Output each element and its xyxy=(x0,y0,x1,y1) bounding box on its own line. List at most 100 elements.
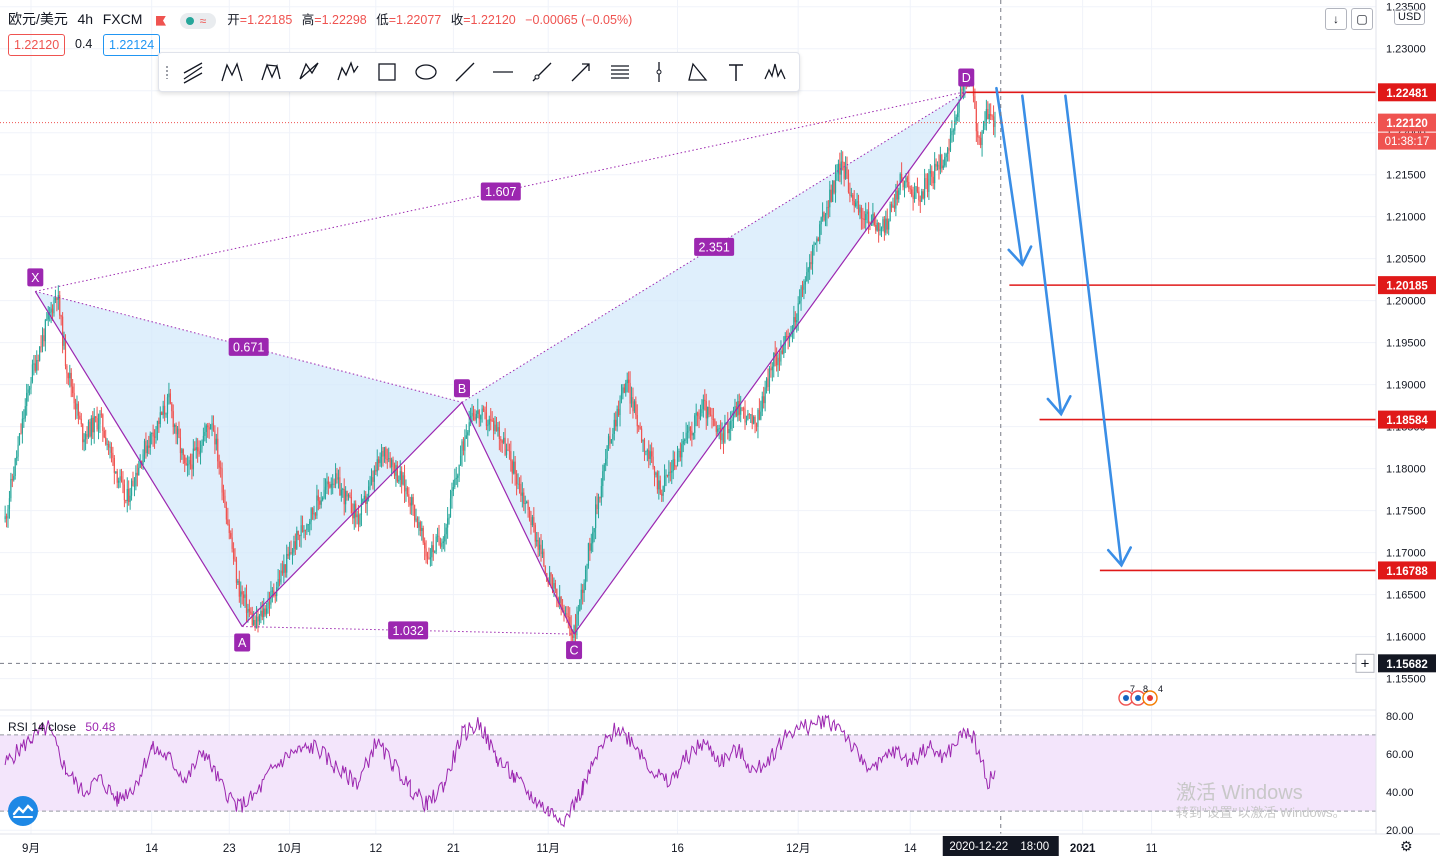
candle-body xyxy=(547,581,549,585)
price-tag-text: 1.16788 xyxy=(1386,566,1428,578)
currency-label[interactable]: USD xyxy=(1394,9,1426,25)
candle-body xyxy=(273,590,275,595)
candle-body xyxy=(790,334,792,336)
ask-price-box[interactable]: 1.22124 xyxy=(103,34,161,56)
high-label: 高 xyxy=(301,13,315,27)
candle-body xyxy=(572,635,574,638)
candle-body xyxy=(903,182,906,188)
toolbar-grip-icon[interactable] xyxy=(165,65,169,79)
candle-body xyxy=(655,472,657,475)
elliott-wave-icon xyxy=(337,61,359,81)
candle-body xyxy=(408,494,410,503)
candle-body xyxy=(37,360,39,361)
price-tag-bg xyxy=(1378,561,1436,580)
candle-body xyxy=(435,536,437,552)
elliott-wave-tool-button[interactable] xyxy=(332,56,364,88)
projection-arrow xyxy=(1064,94,1132,568)
parallel-channel-tool-button[interactable] xyxy=(604,56,636,88)
candle-body xyxy=(493,420,495,431)
candle-body xyxy=(340,489,342,496)
xabcd-pattern-tool-button[interactable] xyxy=(216,56,248,88)
candle-body xyxy=(911,189,913,196)
candle-body xyxy=(720,428,722,441)
candle-body xyxy=(849,192,851,196)
candle-body xyxy=(165,413,167,415)
flag-icon[interactable] xyxy=(156,15,167,26)
add-alert-button[interactable]: + xyxy=(1355,653,1375,673)
candle-body xyxy=(534,525,536,542)
ratio-label-text: 0.671 xyxy=(233,340,264,354)
screenshot-button[interactable]: ▢ xyxy=(1351,8,1373,30)
candle-body xyxy=(804,281,806,285)
countdown-text: 01:38:17 xyxy=(1385,136,1430,148)
interval-label[interactable]: 4h xyxy=(77,11,94,27)
exchange-label: FXCM xyxy=(102,11,143,27)
candle-body xyxy=(77,403,80,416)
candle-body xyxy=(195,447,197,450)
price-axis-label: 1.23000 xyxy=(1386,44,1426,56)
candle-body xyxy=(951,131,953,136)
tradingview-logo-icon[interactable] xyxy=(8,796,38,826)
candle-body xyxy=(675,466,677,468)
candle-body xyxy=(370,477,373,483)
ellipse-tool-button[interactable] xyxy=(410,56,442,88)
candle-body xyxy=(579,599,581,612)
horizontal-line-tool-button[interactable] xyxy=(487,56,519,88)
rsi-axis-label: 20.00 xyxy=(1386,825,1414,837)
candle-body xyxy=(885,218,887,233)
abcd-pattern-tool-button[interactable] xyxy=(293,56,325,88)
candle-body xyxy=(164,405,166,415)
candle-body xyxy=(115,471,117,473)
bid-price-box[interactable]: 1.22120 xyxy=(8,34,66,56)
candle-body xyxy=(616,408,618,427)
ray-icon xyxy=(532,62,552,82)
candle-body xyxy=(880,227,883,230)
trend-line-tool-button[interactable] xyxy=(449,56,481,88)
candle-body xyxy=(645,451,647,452)
candle-body xyxy=(550,572,552,577)
economic-events[interactable]: 7 8 4 xyxy=(1116,684,1168,708)
candle-body xyxy=(110,446,113,453)
cypher-pattern-tool-button[interactable] xyxy=(255,56,287,88)
point-label-text: D xyxy=(962,71,971,85)
candle-body xyxy=(342,489,344,490)
candle-body xyxy=(439,541,442,547)
crosshair-date-text: 2020-12-22 xyxy=(949,841,1008,853)
candle-body xyxy=(807,268,809,273)
pattern-ratio-label: 1.607 xyxy=(480,182,521,201)
text-tool-button[interactable] xyxy=(720,56,752,88)
settings-gear-icon[interactable]: ⚙ xyxy=(1400,838,1413,854)
triangle-tool-button[interactable] xyxy=(681,56,713,88)
candle-body xyxy=(53,300,55,314)
candle-body xyxy=(247,608,249,613)
candle-body xyxy=(152,432,154,437)
candle-body xyxy=(349,494,351,498)
ray-tool-button[interactable] xyxy=(526,56,558,88)
head-shoulders-tool-button[interactable] xyxy=(759,56,791,88)
open-label: 开 xyxy=(227,13,240,27)
vertical-line-tool-button[interactable] xyxy=(643,56,675,88)
candle-body xyxy=(834,174,837,193)
candle-body xyxy=(987,108,989,120)
scroll-down-button[interactable]: ↓ xyxy=(1325,8,1347,30)
candle-body xyxy=(698,416,700,419)
candle-body xyxy=(606,445,608,459)
arrow-tool-button[interactable] xyxy=(565,56,597,88)
candle-body xyxy=(133,486,136,487)
candle-body xyxy=(244,594,246,598)
candle-body xyxy=(8,498,11,509)
candle-body xyxy=(638,426,640,428)
rectangle-tool-button[interactable] xyxy=(371,56,403,88)
trend-channel-tool-button[interactable] xyxy=(177,56,209,88)
candle-body xyxy=(843,162,845,179)
candle-body xyxy=(207,425,209,428)
candle-body xyxy=(297,530,299,536)
crosshair-price-tag: 1.15682 xyxy=(1378,654,1436,673)
symbol-name[interactable]: 欧元/美元 xyxy=(8,11,68,27)
market-status-pill[interactable]: ≈ xyxy=(179,12,216,29)
rsi-legend[interactable]: RSI 14 close 50.48 xyxy=(8,720,115,734)
candle-body xyxy=(149,433,151,448)
time-axis-label: 10月 xyxy=(277,843,301,855)
candle-body xyxy=(237,580,239,583)
